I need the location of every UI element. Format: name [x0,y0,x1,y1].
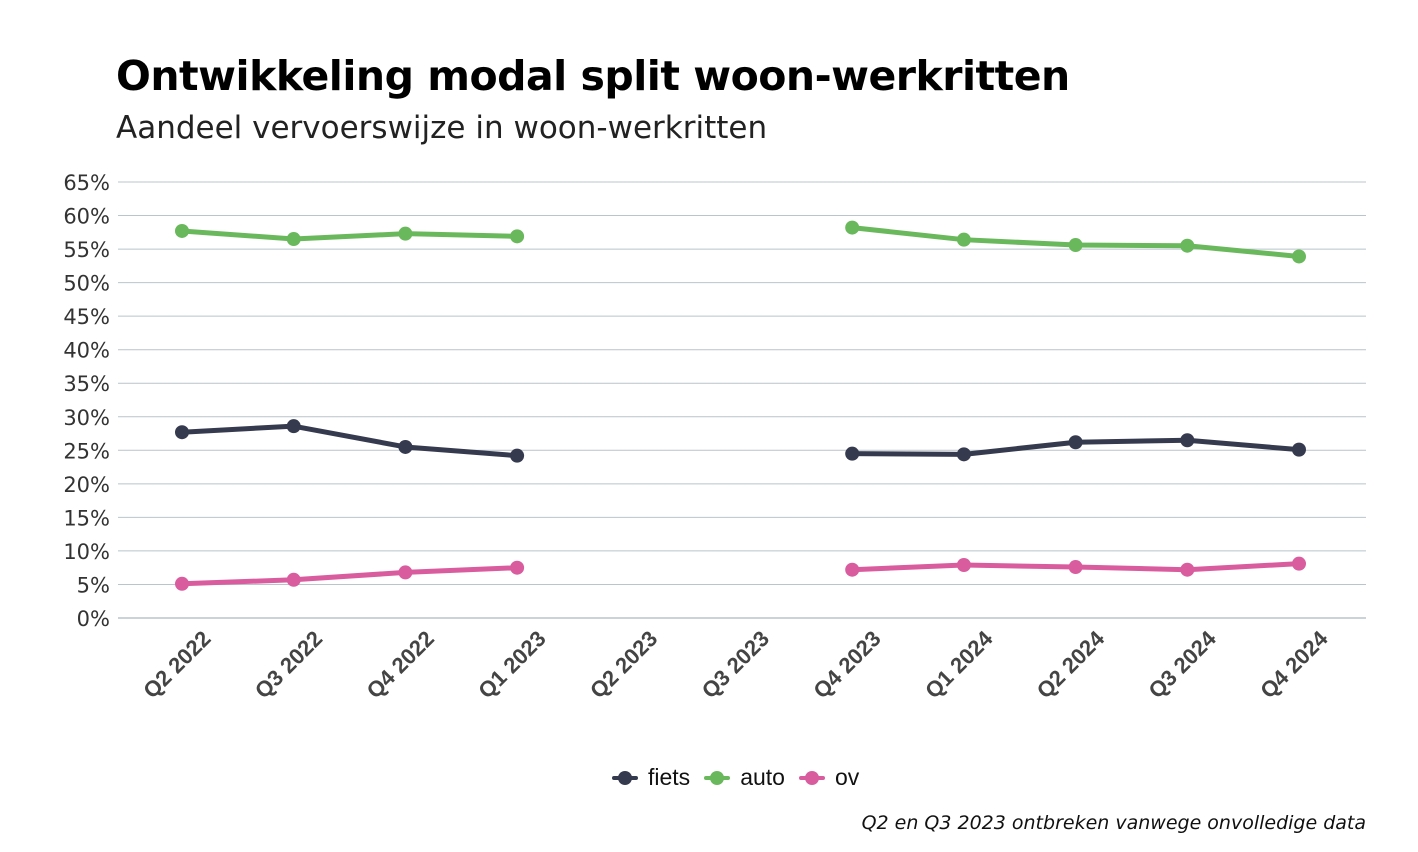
y-tick-label: 50% [63,272,110,296]
data-point-fiets [1068,435,1083,450]
y-tick-label: 45% [63,305,110,329]
line-chart: 0% 5% 10% 15% 20% 25% 30% 35% 40% 45% 50% 55% 60% 65%… [63,171,1366,703]
data-point-auto [845,220,860,235]
data-point-ov [286,572,301,587]
data-point-ov [1180,562,1195,577]
x-tick-label: Q2 2023 [585,626,662,703]
x-tick-label: Q3 2023 [697,626,774,703]
data-point-auto [1180,238,1195,253]
data-point-ov [175,576,189,591]
x-tick-label: Q2 2024 [1032,625,1110,703]
y-tick-label: 10% [63,540,110,564]
grid-lines [118,181,1366,619]
data-point-auto [510,229,525,244]
data-point-ov [1068,560,1083,575]
y-tick-label: 35% [63,372,110,396]
data-point-auto [1068,238,1083,253]
y-tick-label: 60% [63,205,110,229]
legend-swatch-auto [704,770,731,785]
data-point-ov [1292,556,1306,571]
data-point-auto [956,232,971,247]
data-point-fiets [398,439,413,454]
data-point-fiets [175,425,189,440]
data-point-fiets [1292,442,1306,457]
legend-item-fiets: fiets [612,764,690,791]
data-point-fiets [510,448,525,463]
legend-item-auto: auto [704,764,785,791]
y-tick-label: 0% [77,607,110,631]
data-point-auto [286,232,301,247]
x-tick-label: Q3 2022 [250,626,327,703]
series-line-fiets [179,423,520,459]
data-point-fiets [956,447,971,462]
y-tick-label: 65% [63,171,110,195]
legend-swatch-fiets [612,770,638,785]
y-tick-label: 25% [63,439,110,463]
data-point-fiets [845,446,860,461]
x-tick-label: Q2 2022 [138,626,215,703]
x-tick-label: Q4 2024 [1255,625,1333,703]
y-tick-label: 40% [63,339,110,363]
data-point-auto [1292,249,1306,264]
y-tick-label: 20% [63,473,110,497]
chart-title: Ontwikkeling modal split woon-werkritten [116,52,1070,100]
data-point-ov [956,558,971,573]
y-tick-label: 15% [63,506,110,530]
data-point-auto [398,226,413,241]
legend: fiets auto ov [612,764,873,791]
legend-swatch-ov [798,770,825,785]
chart-subtitle: Aandeel vervoerswijze in woon-werkritten [116,110,768,146]
x-tick-label: Q1 2024 [920,625,998,703]
legend-label-auto: auto [740,764,785,790]
y-tick-label: 30% [63,406,110,430]
series-points [175,220,1306,591]
data-point-auto [175,223,189,238]
data-point-fiets [1180,433,1195,448]
data-point-fiets [286,419,301,434]
y-axis-tick-labels: 0% 5% 10% 15% 20% 25% 30% 35% 40% 45% 50% 55% 60% 65% [63,171,110,631]
series-line-auto [179,228,520,242]
legend-item-ov: ov [798,764,860,791]
y-tick-label: 5% [77,573,110,597]
x-axis-tick-labels: Q2 2022 Q3 2022 Q4 2022 Q1 2023 Q2 2023 Q3 20… [138,625,1333,703]
x-tick-label: Q4 2022 [362,626,439,703]
x-tick-label: Q3 2024 [1143,625,1221,703]
data-point-ov [398,565,413,580]
series-line-ov [179,565,520,587]
data-point-ov [510,560,525,575]
x-tick-label: Q4 2023 [808,626,885,703]
legend-label-fiets: fiets [648,764,691,790]
series-lines [179,225,1302,587]
data-point-ov [845,562,860,577]
y-tick-label: 55% [63,238,110,262]
footnote: Q2 en Q3 2023 ontbreken vanwege onvolled… [861,812,1366,834]
x-tick-label: Q1 2023 [473,626,550,703]
legend-label-ov: ov [834,764,860,790]
